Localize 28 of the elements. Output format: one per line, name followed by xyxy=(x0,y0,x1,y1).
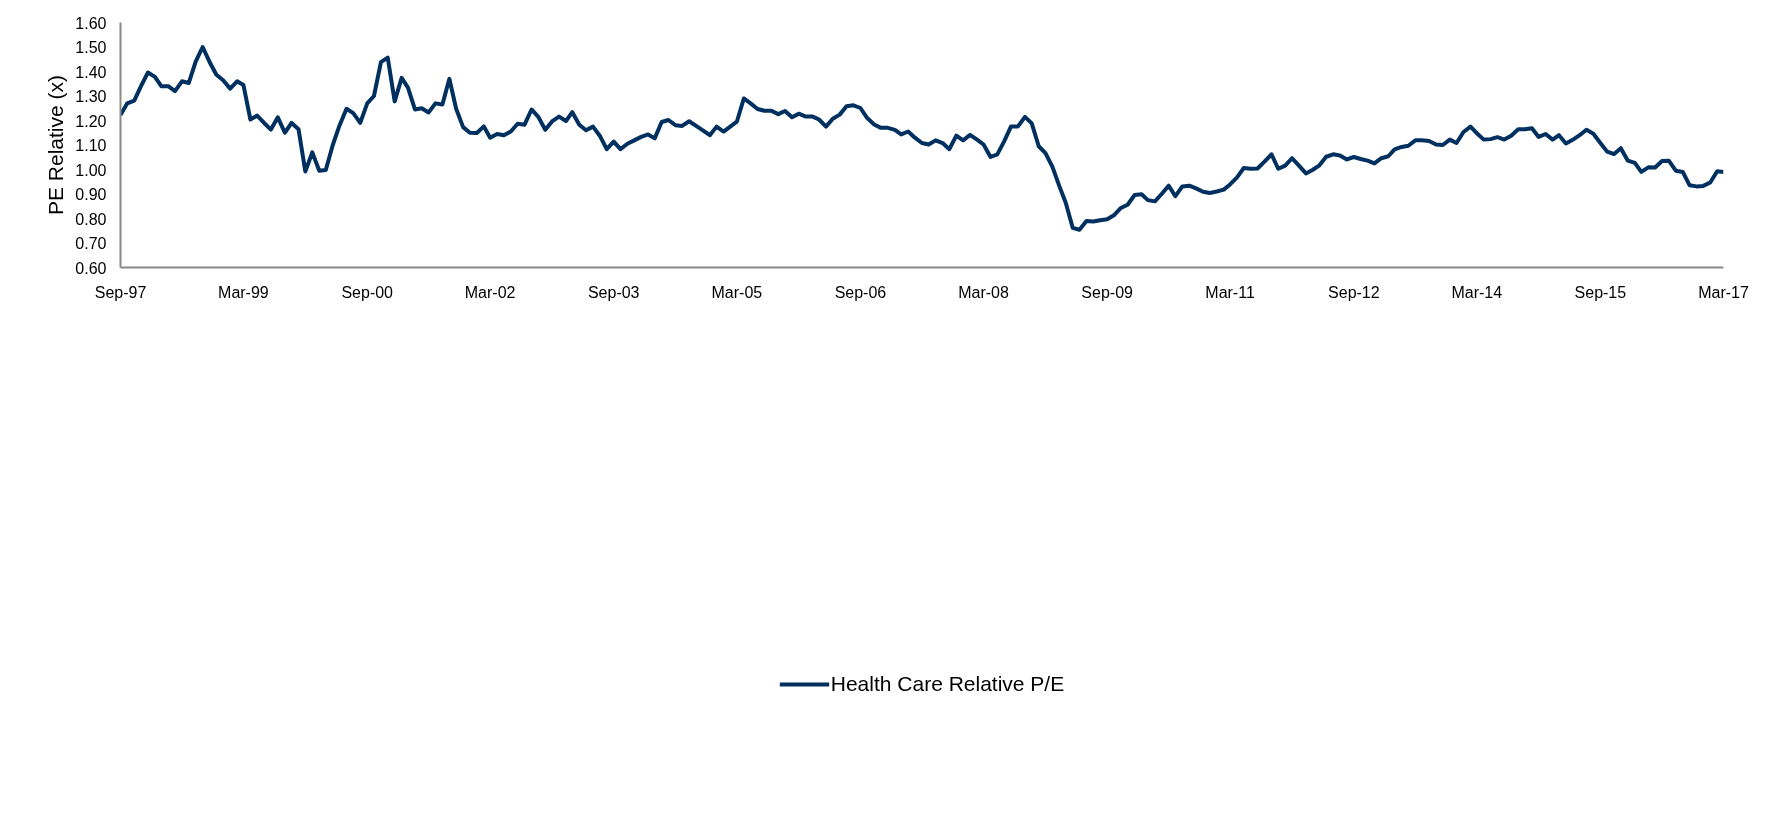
y-tick-label: 1.50 xyxy=(75,39,107,56)
x-tick-label: Sep-97 xyxy=(94,283,147,301)
y-tick-label: 0.90 xyxy=(75,186,107,203)
y-tick-label: 1.20 xyxy=(75,112,107,130)
x-tick-label: Sep-03 xyxy=(587,283,640,301)
line-series xyxy=(120,45,1724,232)
x-tick-label: Sep-15 xyxy=(1574,283,1627,301)
x-tick-label: Mar-05 xyxy=(711,283,763,301)
y-tick-label: 1.40 xyxy=(75,63,107,81)
y-tick-label: 1.10 xyxy=(75,137,107,154)
y-tick-label: 1.60 xyxy=(75,14,107,32)
x-tick-label: Mar-99 xyxy=(218,283,269,301)
y-tick-label: 0.70 xyxy=(75,235,107,252)
y-axis-title: PE Relative (x) xyxy=(44,74,68,216)
x-tick-label: Mar-11 xyxy=(1205,283,1255,301)
x-tick-label: Sep-00 xyxy=(341,283,394,301)
x-tick-label: Mar-14 xyxy=(1451,283,1503,301)
legend-label: Health Care Relative P/E xyxy=(830,672,1065,696)
x-tick-label: Sep-06 xyxy=(834,283,887,301)
y-tick-label: 0.60 xyxy=(75,259,107,277)
y-tick-label: 0.80 xyxy=(75,210,107,228)
x-tick-label: Mar-02 xyxy=(464,283,516,301)
x-tick-label: Mar-17 xyxy=(1698,283,1749,301)
x-tick-label: Sep-12 xyxy=(1328,283,1380,301)
x-tick-label: Mar-08 xyxy=(958,283,1010,301)
y-tick-label: 1.30 xyxy=(75,88,107,105)
x-tick-label: Sep-09 xyxy=(1081,283,1134,301)
y-tick-label: 1.00 xyxy=(75,161,107,179)
